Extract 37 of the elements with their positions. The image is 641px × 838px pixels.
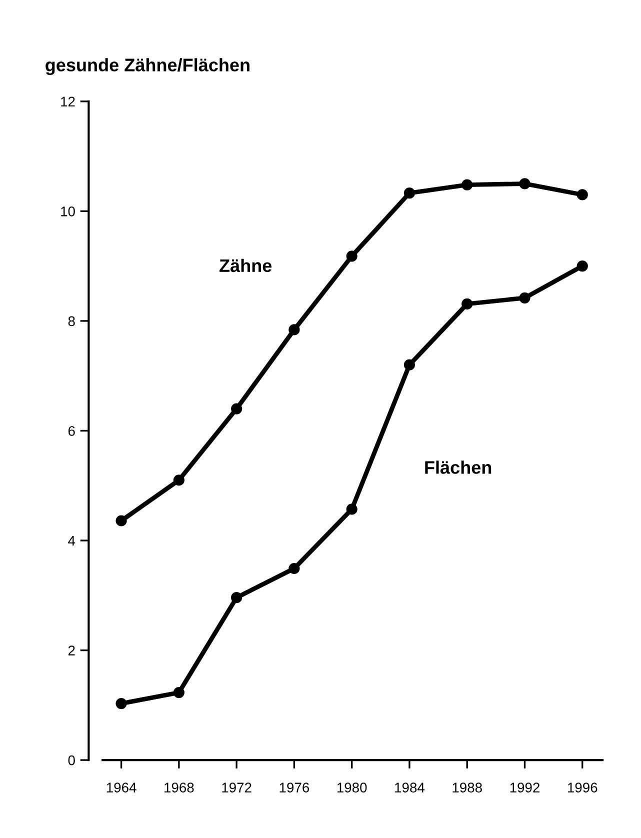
point [231, 403, 242, 414]
point [519, 292, 530, 304]
point [404, 359, 416, 370]
x-tick-label: 1968 [164, 782, 194, 792]
y-tick-label: 2 [68, 646, 75, 656]
x-tick-label: 1992 [510, 782, 540, 792]
point [231, 592, 242, 604]
x-tick-label: 1988 [452, 782, 482, 792]
y-tick-label: 8 [68, 316, 75, 326]
point [462, 298, 473, 310]
y-tick-label: 6 [68, 426, 75, 436]
text: Zähne [220, 258, 272, 272]
point [519, 178, 530, 190]
x-tick-label: 1964 [106, 782, 136, 792]
point [462, 179, 473, 190]
point [346, 504, 358, 515]
point [576, 260, 588, 272]
point [288, 562, 300, 574]
point [173, 474, 184, 486]
x-tick-label: 1972 [222, 782, 252, 792]
point [404, 188, 416, 199]
point [116, 698, 127, 710]
point [116, 515, 127, 526]
y-tick-label: 4 [68, 536, 76, 546]
chart-title: gesunde Zähne/Flächen [46, 58, 250, 76]
x-tick-label: 1984 [395, 782, 425, 792]
x-tick-label: 1996 [568, 782, 598, 792]
x-tick-label: 1980 [337, 782, 367, 792]
point [173, 686, 184, 698]
text: Flächen [425, 460, 492, 474]
point [346, 250, 358, 262]
point [576, 189, 588, 200]
y-tick-label: 10 [61, 206, 75, 216]
y-tick-label: 12 [61, 96, 75, 106]
y-tick-label: 0 [68, 755, 75, 766]
x-tick-label: 1976 [280, 782, 310, 792]
point [288, 324, 300, 336]
